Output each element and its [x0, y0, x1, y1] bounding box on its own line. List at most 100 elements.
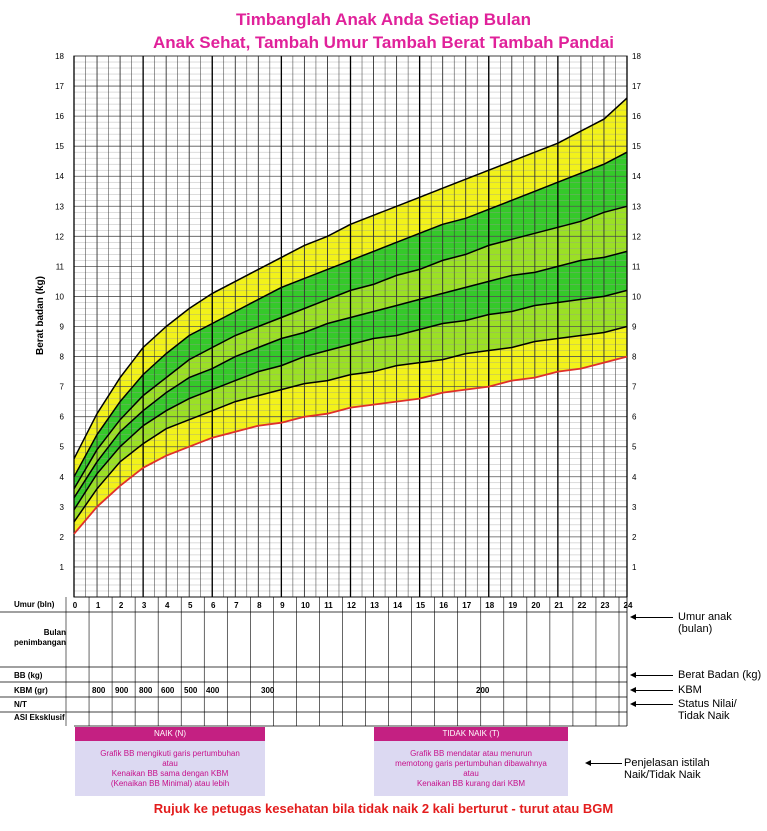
y-axis-label: Berat badan (kg): [35, 276, 46, 355]
x-tick-label: 19: [508, 601, 517, 610]
kbm-value-1: 800: [92, 686, 106, 695]
y-tick-left: 2: [60, 533, 65, 542]
nt-row-label: N/T: [14, 700, 27, 709]
growth-curve-1: [73, 97, 628, 460]
x-tick-label: 12: [347, 601, 356, 610]
y-tick-right: 14: [632, 172, 641, 181]
y-tick-left: 15: [55, 142, 64, 151]
growth-curve-7: [73, 355, 628, 535]
y-tick-right: 12: [632, 232, 641, 241]
y-tick-right: 11: [632, 262, 641, 271]
arrow-status: [630, 701, 673, 707]
x-tick-label: 5: [188, 601, 193, 610]
y-tick-right: 5: [632, 443, 637, 452]
x-tick-label: 11: [324, 601, 333, 610]
growth-curve-6: [73, 325, 628, 523]
footer-warning: Rujuk ke petugas kesehatan bila tidak na…: [153, 801, 614, 816]
band-4: [74, 251, 627, 510]
y-tick-left: 5: [60, 443, 65, 452]
y-tick-right: 13: [632, 202, 641, 211]
naik-line-4: (Kenaikan BB Minimal) atau lebih: [110, 779, 230, 788]
chart-title-line1: Timbanglah Anak Anda Setiap Bulan: [235, 10, 532, 29]
bb-row-label: BB (kg): [14, 671, 43, 680]
y-tick-left: 18: [55, 52, 64, 61]
growth-curve-4: [73, 250, 628, 499]
x-tick-label: 17: [462, 601, 471, 610]
tidak-line-2: memotong garis pertumbuhan dibawahnya: [395, 759, 547, 768]
y-tick-right: 6: [632, 413, 637, 422]
kbm-value-2: 900: [115, 686, 129, 695]
x-tick-label: 10: [301, 601, 310, 610]
arrow-kbm: [630, 687, 673, 693]
label-berat-badan: Berat Badan (kg): [678, 669, 762, 681]
label-status: Status Nilai/ Tidak Naik: [678, 698, 737, 722]
x-tick-label: 1: [96, 601, 101, 610]
y-tick-right: 10: [632, 292, 641, 301]
y-tick-left: 1: [60, 563, 65, 572]
y-tick-left: 8: [60, 353, 65, 362]
y-tick-right: 16: [632, 112, 641, 121]
kbm-value-5: 500: [184, 686, 198, 695]
y-tick-right: 4: [632, 473, 637, 482]
growth-curve-3: [73, 205, 628, 490]
arrow-berat: [630, 672, 673, 678]
x-tick-label: 15: [416, 601, 425, 610]
kbm-value-4: 600: [161, 686, 175, 695]
label-umur-anak: Umur anak (bulan): [678, 611, 732, 635]
y-tick-left: 16: [55, 112, 64, 121]
y-tick-right: 18: [632, 52, 641, 61]
arrow-penjelasan: [585, 760, 622, 766]
y-tick-left: 3: [60, 503, 65, 512]
x-tick-label: 4: [165, 601, 170, 610]
asi-row-label: ASI Eksklusif: [14, 713, 65, 722]
x-tick-label: 0: [73, 601, 78, 610]
y-tick-right: 8: [632, 353, 637, 362]
tidak-line-4: Kenaikan BB kurang dari KBM: [416, 779, 526, 788]
y-tick-right: 1: [632, 563, 637, 572]
x-tick-label: 8: [257, 601, 262, 610]
y-tick-right: 2: [632, 533, 637, 542]
y-tick-left: 17: [55, 82, 64, 91]
x-tick-label: 2: [119, 601, 124, 610]
y-tick-left: 9: [60, 323, 65, 332]
x-tick-label: 21: [554, 601, 563, 610]
x-tick-label: 6: [211, 601, 216, 610]
kbm-value-6: 400: [206, 686, 220, 695]
y-tick-left: 13: [55, 202, 64, 211]
naik-line-1: Grafik BB mengikuti garis pertumbuhan: [100, 749, 240, 758]
x-tick-label: 16: [439, 601, 448, 610]
y-tick-right: 7: [632, 383, 637, 392]
label-penjelasan: Penjelasan istilah Naik/Tidak Naik: [624, 757, 710, 781]
y-tick-right: 3: [632, 503, 637, 512]
y-tick-left: 12: [55, 232, 64, 241]
growth-curve-2: [73, 151, 628, 478]
kbm-value-200: 200: [476, 686, 490, 695]
naik-box: Grafik BB mengikuti garis pertumbuhan at…: [75, 741, 265, 796]
chart-title-line2: Anak Sehat, Tambah Umur Tambah Berat Tam…: [153, 33, 614, 52]
label-kbm: KBM: [678, 684, 702, 696]
tidak-line-3: atau: [463, 769, 479, 778]
y-tick-right: 17: [632, 82, 641, 91]
y-tick-right: 15: [632, 142, 641, 151]
tidak-line-1: Grafik BB mendatar atau menurun: [410, 749, 532, 758]
x-tick-label: 9: [280, 601, 285, 610]
y-tick-left: 7: [60, 383, 65, 392]
x-tick-label: 3: [142, 601, 147, 610]
kbm-row-label: KBM (gr): [14, 686, 48, 695]
x-tick-label: 18: [485, 601, 494, 610]
y-tick-left: 10: [55, 292, 64, 301]
x-tick-label: 7: [234, 601, 239, 610]
x-tick-label: 13: [370, 601, 379, 610]
naik-line-3: Kenaikan BB sama dengan KBM: [111, 769, 229, 778]
arrow-umur: [630, 614, 673, 620]
y-tick-right: 9: [632, 323, 637, 332]
naik-line-2: atau: [162, 759, 178, 768]
y-tick-left: 11: [56, 262, 65, 271]
x-tick-label: 22: [577, 601, 586, 610]
y-tick-left: 6: [60, 413, 65, 422]
tidak-naik-box-header: TIDAK NAIK (T): [374, 727, 568, 741]
bulan-row-label: Bulan penimbangan: [14, 628, 67, 647]
growth-curve-5: [73, 289, 628, 511]
umur-row-label: Umur (bln): [14, 600, 55, 609]
